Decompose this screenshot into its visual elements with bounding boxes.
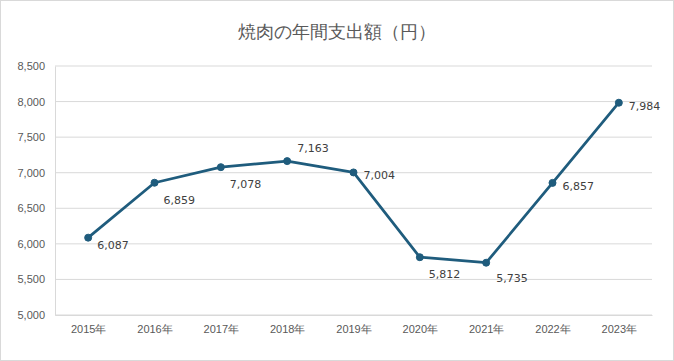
y-tick: 5,500 — [17, 273, 55, 285]
marker — [85, 234, 92, 241]
x-tick-label: 2021年 — [469, 323, 504, 335]
y-tick: 6,500 — [17, 202, 55, 214]
y-tick-label: 8,000 — [17, 96, 45, 108]
title: 焼肉の年間支出額（円） — [238, 21, 436, 42]
data-label: 5,735 — [496, 272, 527, 285]
x-tick: 2016年 — [137, 315, 172, 335]
line — [88, 103, 619, 263]
grid — [55, 66, 652, 315]
y-tick-label: 7,000 — [17, 167, 45, 179]
data-label: 7,004 — [364, 169, 396, 182]
x-tick-label: 2019年 — [336, 323, 371, 335]
grid-line — [55, 101, 652, 102]
data-label: 6,859 — [164, 194, 196, 207]
y-tick: 8,000 — [17, 96, 55, 108]
marker — [151, 179, 158, 186]
grid-line — [55, 243, 652, 244]
data-label: 7,163 — [297, 142, 329, 155]
data-label: 7,078 — [230, 178, 261, 191]
grid-line — [55, 279, 652, 280]
data-label: 6,087 — [97, 239, 129, 252]
x-tick-label: 2017年 — [204, 323, 239, 335]
data-label: 7,984 — [629, 100, 661, 113]
grid-line — [55, 315, 652, 316]
x-tick-label: 2023年 — [602, 323, 637, 335]
x-tick: 2020年 — [403, 315, 438, 335]
marker — [483, 259, 490, 266]
x-tick-label: 2020年 — [403, 323, 438, 335]
y-tick-label: 7,500 — [17, 131, 45, 143]
plot: 5,000 5,500 6,000 6,500 7,000 7,500 8,000 8,500… — [17, 60, 660, 335]
y-tick-label: 6,500 — [17, 202, 45, 214]
x-tick: 2022年 — [535, 315, 570, 335]
grid-line — [55, 137, 652, 138]
marker — [615, 99, 622, 106]
x-tick-label: 2015年 — [71, 323, 106, 335]
x-tick-label: 2022年 — [535, 323, 570, 335]
y-tick: 7,000 — [17, 167, 55, 179]
marker — [217, 164, 224, 171]
data-labels: 6,087 6,859 7,078 7,163 7,004 5,812 5,735 6,857… — [97, 100, 660, 285]
marker — [284, 158, 291, 165]
x-tick-label: 2016年 — [137, 323, 172, 335]
x-axis: 2015年 2016年 2017年 2018年 2019年 2020年 2021年 2022年… — [56, 315, 653, 335]
y-axis-line — [55, 67, 56, 316]
grid-line — [55, 208, 652, 209]
x-axis-line — [56, 315, 653, 316]
data-label: 6,857 — [563, 180, 595, 193]
x-tick: 2019年 — [336, 315, 371, 335]
marker — [549, 179, 556, 186]
y-tick: 6,000 — [17, 238, 55, 250]
x-tick: 2023年 — [602, 315, 637, 335]
y-tick-label: 8,500 — [17, 60, 45, 72]
x-tick: 2018年 — [270, 315, 305, 335]
y-axis: 5,000 5,500 6,000 6,500 7,000 7,500 8,000 8,500 — [17, 60, 55, 321]
x-tick: 2015年 — [71, 315, 106, 335]
y-tick: 8,500 — [17, 60, 55, 72]
marker — [350, 169, 357, 176]
y-tick-label: 5,000 — [17, 309, 45, 321]
marker — [416, 254, 423, 261]
chart: 焼肉の年間支出額（円） 5,000 5,500 6,000 6,500 7,000 7,50… — [0, 0, 674, 361]
series — [85, 99, 623, 266]
grid-line — [55, 66, 652, 67]
background — [1, 1, 674, 361]
y-tick-label: 5,500 — [17, 273, 45, 285]
y-tick-label: 6,000 — [17, 238, 45, 250]
x-tick: 2021年 — [469, 315, 504, 335]
data-label: 5,812 — [429, 268, 461, 281]
x-tick: 2017年 — [204, 315, 239, 335]
y-tick: 5,000 — [17, 309, 55, 321]
y-tick: 7,500 — [17, 131, 55, 143]
x-tick-label: 2018年 — [270, 323, 305, 335]
